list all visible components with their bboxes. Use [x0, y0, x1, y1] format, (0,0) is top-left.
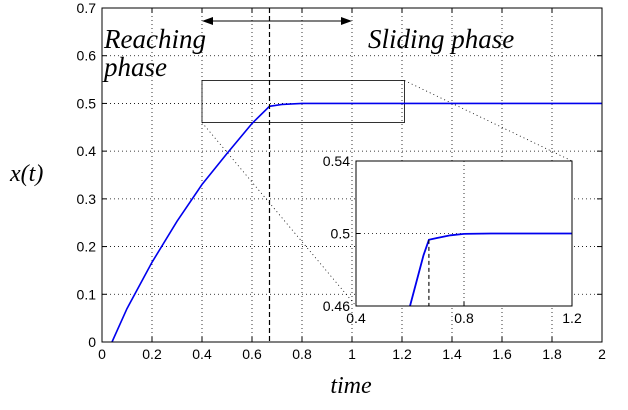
- phase-arrow-head-right: [341, 17, 352, 25]
- y-tick-label: 0.5: [77, 95, 97, 111]
- inset-x-tick-label: 1.2: [562, 310, 582, 326]
- x-tick-label: 1.6: [492, 346, 512, 362]
- series-line: [111, 102, 602, 343]
- phase-arrow-head-left: [202, 17, 213, 25]
- x-tick-label: 0.2: [142, 346, 162, 362]
- reaching-phase-label-line2: phase: [102, 52, 167, 82]
- zoom-connector-line: [201, 122, 357, 307]
- inset-chart: 0.4 0.8 1.2 0.46 0.5 0.54: [323, 153, 582, 326]
- inset-series-line: [409, 232, 572, 307]
- inset-series: [409, 232, 572, 307]
- y-tick-label: 0.2: [77, 239, 97, 255]
- x-tick-label: 1: [348, 346, 356, 362]
- y-tick-label: 0.1: [77, 286, 97, 302]
- main-plot-frame: [101, 7, 603, 343]
- inset-x-tick-label: 0.8: [454, 310, 474, 326]
- sliding-phase-label: Sliding phase: [368, 24, 514, 54]
- x-tick-label: 1.2: [392, 346, 412, 362]
- main-ticks: 0 0.2 0.4 0.6 0.8 1 1.2 1.4 1.6 1.8 2 0 0.1 0.2 0.3 0.4…: [77, 0, 607, 362]
- inset-y-tick-label: 0.5: [331, 226, 351, 242]
- y-tick-label: 0.4: [77, 143, 97, 159]
- main-series: [111, 8, 602, 343]
- y-tick-label: 0: [88, 334, 96, 350]
- zoom-indicator: [201, 80, 573, 307]
- inset-ticks: 0.4 0.8 1.2 0.46 0.5 0.54: [323, 153, 582, 326]
- x-tick-label: 0.6: [242, 346, 262, 362]
- x-axis-label: time: [330, 373, 372, 399]
- x-tick-label: 1.4: [442, 346, 462, 362]
- x-tick-label: 0.8: [292, 346, 312, 362]
- y-axis-label: x(t): [9, 161, 43, 187]
- inset-x-tick-label: 0.4: [346, 310, 366, 326]
- x-tick-label: 1.8: [542, 346, 562, 362]
- inset-y-tick-label: 0.46: [323, 298, 350, 314]
- x-tick-label: 0.4: [192, 346, 212, 362]
- phase-annotations: Reaching phase Sliding phase: [102, 24, 514, 82]
- y-tick-label: 0.3: [77, 191, 97, 207]
- y-tick-label: 0.6: [77, 48, 97, 64]
- reaching-phase-label-line1: Reaching: [103, 24, 206, 54]
- inset-y-tick-label: 0.54: [323, 153, 350, 169]
- y-tick-label: 0.7: [77, 0, 97, 16]
- x-tick-label: 0: [98, 346, 106, 362]
- zoom-box: [201, 80, 405, 123]
- x-tick-label: 2: [598, 346, 606, 362]
- zoom-connector-line: [404, 80, 573, 162]
